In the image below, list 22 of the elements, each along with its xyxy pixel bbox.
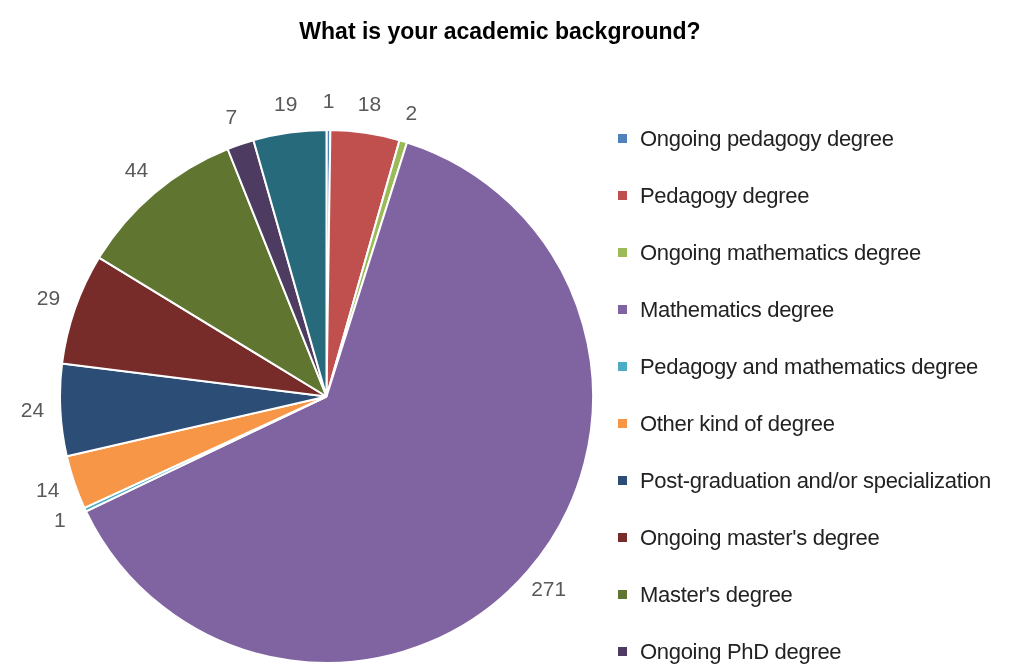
- legend-label: Mathematics degree: [640, 296, 834, 323]
- chart-title: What is your academic background?: [298, 18, 702, 45]
- data-label: 19: [274, 91, 298, 115]
- legend-label: Ongoing pedagogy degree: [640, 125, 894, 152]
- data-label: 2: [405, 101, 418, 125]
- data-label: 1: [322, 88, 335, 112]
- legend-label: Pedagogy degree: [640, 182, 810, 209]
- data-label: 29: [36, 286, 61, 310]
- data-label: 24: [20, 398, 45, 422]
- legend-label: Post-graduation and/or specialization: [640, 467, 991, 494]
- data-label: 44: [124, 158, 149, 182]
- data-label: 7: [225, 104, 238, 128]
- legend-label: Ongoing master's degree: [640, 524, 880, 551]
- data-label: 14: [36, 478, 60, 502]
- data-label: 18: [357, 91, 382, 115]
- legend-label: Other kind of degree: [640, 410, 835, 437]
- legend-label: Pedagogy and mathematics degree: [640, 353, 979, 380]
- legend-label: Ongoing mathematics degree: [640, 239, 921, 266]
- legend-label: Master's degree: [640, 581, 793, 608]
- legend-label: Ongoing PhD degree: [640, 638, 842, 664]
- data-label: 271: [531, 576, 567, 600]
- data-label: 1: [54, 508, 66, 532]
